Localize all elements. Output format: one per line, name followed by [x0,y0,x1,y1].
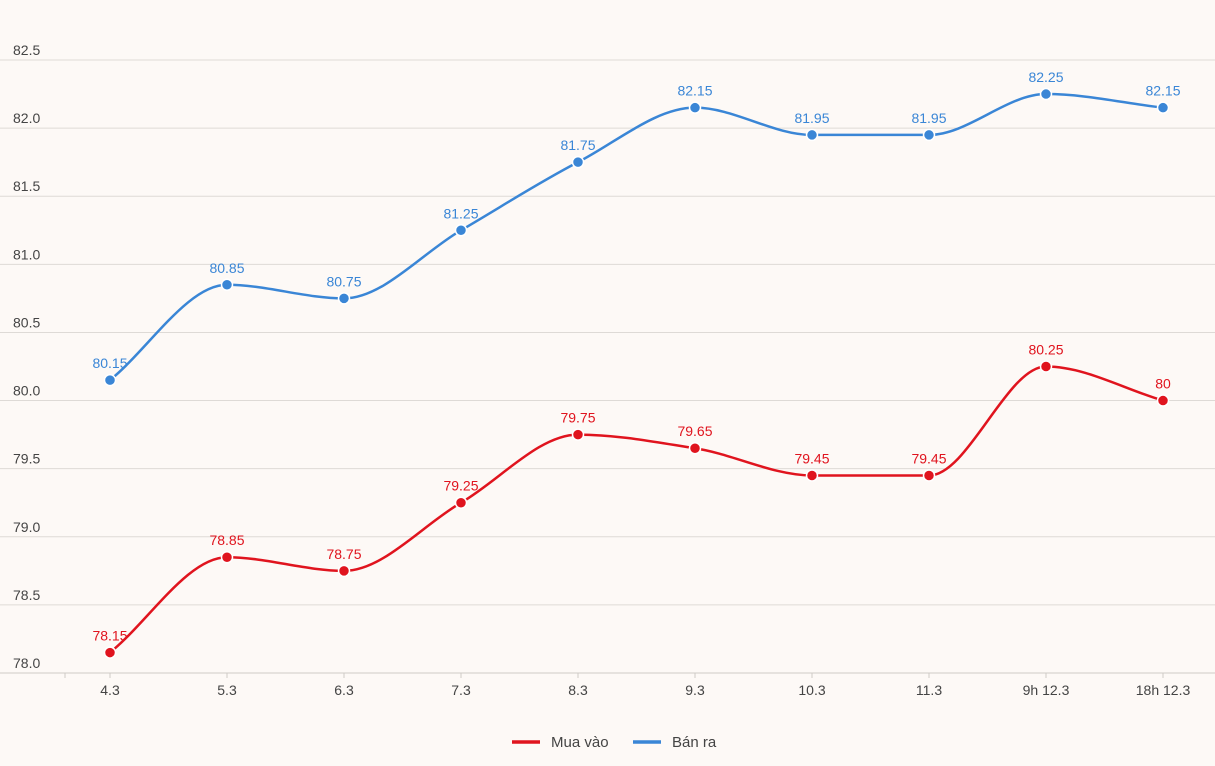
series-mua-vao: 78.15 78.85 78.75 79.25 79.75 79.65 79.45 79.45… [92,342,1171,659]
data-point[interactable] [922,128,936,142]
y-tick-label: 82.0 [13,110,40,126]
data-label: 78.75 [326,546,361,562]
data-label: 80.15 [92,355,127,371]
data-label: 80.75 [326,273,361,289]
data-label: 82.15 [1145,83,1180,99]
series-line [109,365,1164,654]
data-label: 82.25 [1028,69,1063,85]
x-tick-label: 7.3 [451,682,471,698]
x-axis: 4.3 5.3 6.3 7.3 8.3 9.3 10.3 11.3 9h 12.3 18h 12.… [64,673,1191,698]
x-tick-label: 10.3 [798,682,825,698]
y-tick-label: 78.5 [13,587,40,603]
data-point[interactable] [103,373,117,387]
data-label: 80 [1155,376,1171,392]
legend-item[interactable]: Mua vào [512,734,609,751]
data-point[interactable] [805,128,819,142]
y-tick-label: 78.0 [13,655,40,671]
x-tick-label: 18h 12.3 [1136,682,1191,698]
x-tick-label: 6.3 [334,682,354,698]
x-tick-label: 11.3 [916,682,942,698]
y-axis: 78.0 78.5 79.0 79.5 80.0 80.5 81.0 81.5 82.0 82.5 [13,42,40,671]
data-label: 80.85 [209,260,244,276]
data-label: 78.85 [209,532,244,548]
gridlines [0,59,1215,674]
data-point[interactable] [103,646,117,659]
data-label: 81.95 [794,110,829,126]
legend-label: Mua vào [551,734,609,751]
legend-label: Bán ra [672,734,717,751]
y-tick-label: 82.5 [13,42,40,58]
data-label: 80.25 [1028,342,1063,358]
data-label: 79.25 [443,478,478,494]
data-point[interactable] [1039,87,1053,101]
data-label: 79.65 [677,423,712,439]
x-tick-label: 8.3 [568,682,588,698]
data-label: 81.95 [911,110,946,126]
data-label: 81.75 [560,137,595,153]
y-tick-label: 79.5 [13,451,40,467]
data-point[interactable] [805,469,819,482]
x-tick-label: 9.3 [685,682,705,698]
y-tick-label: 81.5 [13,178,40,194]
y-tick-label: 80.0 [13,383,40,399]
data-point[interactable] [571,428,585,441]
x-tick-label: 5.3 [217,682,237,698]
data-point[interactable] [454,496,468,509]
series-ban-ra: 80.15 80.85 80.75 81.25 81.75 82.15 81.95 81.95… [92,69,1181,387]
series: 78.15 78.85 78.75 79.25 79.75 79.65 79.45 79.45… [92,69,1181,659]
data-point[interactable] [454,224,468,237]
data-point[interactable] [571,155,585,169]
data-label: 79.45 [794,450,829,466]
data-point[interactable] [337,292,351,305]
data-point[interactable] [688,101,702,114]
data-point[interactable] [922,469,936,482]
legend: Mua vào Bán ra [512,734,717,751]
y-tick-label: 79.0 [13,519,40,535]
data-label: 78.15 [92,628,127,644]
data-point[interactable] [1156,394,1170,407]
data-point[interactable] [220,278,234,292]
data-label: 79.75 [560,410,595,426]
data-label: 82.15 [677,83,712,99]
data-point[interactable] [1039,360,1053,373]
x-tick-label: 9h 12.3 [1023,682,1070,698]
data-label: 79.45 [911,450,946,466]
x-tick-label: 4.3 [100,682,120,698]
data-point[interactable] [688,441,702,455]
data-point[interactable] [1156,101,1170,114]
data-label: 81.25 [443,205,478,221]
series-line [109,92,1164,382]
legend-item[interactable]: Bán ra [633,734,717,751]
y-tick-label: 80.5 [13,314,40,330]
y-tick-label: 81.0 [13,246,40,262]
data-point[interactable] [220,550,234,564]
data-point[interactable] [337,564,351,578]
